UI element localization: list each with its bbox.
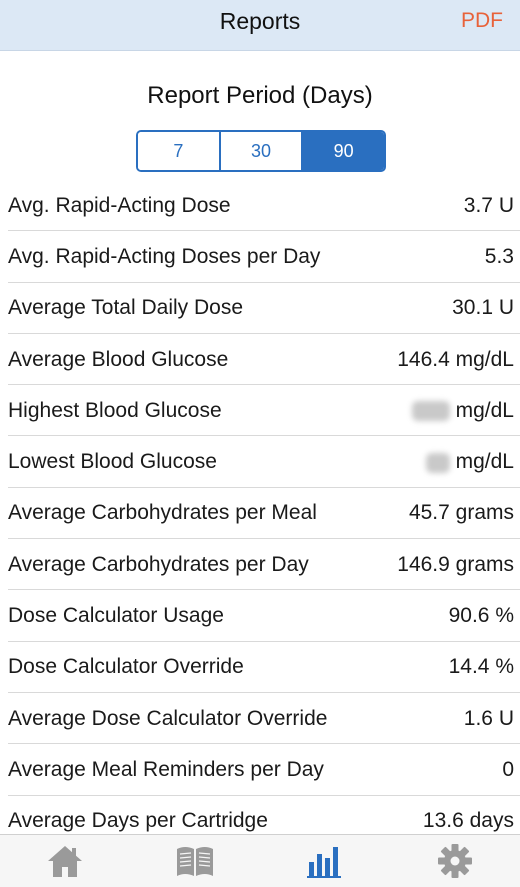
stat-label: Avg. Rapid-Acting Dose (8, 193, 231, 217)
stat-value: 146.9 grams (397, 552, 514, 576)
stat-row: Average Dose Calculator Override 1.6 U (0, 693, 520, 745)
tab-settings[interactable] (425, 839, 485, 883)
stat-row: Average Meal Reminders per Day 0 (0, 744, 520, 796)
stat-value: 13.6 days (422, 809, 514, 833)
period-option-30[interactable]: 30 (218, 132, 302, 170)
reports-icon (307, 847, 341, 878)
stat-row: Dose Calculator Usage 90.6 % (0, 590, 520, 642)
stat-value-group: mg/dL (411, 398, 514, 423)
stat-value-group: mg/dL (425, 450, 514, 474)
stat-value: 90.6 % (448, 604, 514, 628)
stat-value: 1.6 U (463, 706, 514, 730)
stat-row: Average Blood Glucose 146.4 mg/dL (0, 334, 520, 386)
stat-row: Average Carbohydrates per Day 146.9 gram… (0, 539, 520, 591)
stat-value: 30.1 U (452, 296, 514, 320)
stat-row: Highest Blood Glucose mg/dL (0, 385, 520, 437)
stat-row: Avg. Rapid-Acting Doses per Day 5.3 (0, 231, 520, 283)
logbook-icon (177, 847, 213, 876)
stat-label: Dose Calculator Override (8, 655, 244, 679)
tab-bar (0, 834, 520, 887)
stat-label: Average Carbohydrates per Day (8, 552, 309, 576)
report-period-title: Report Period (Days) (147, 82, 373, 109)
stat-label: Highest Blood Glucose (8, 398, 222, 422)
stat-value: 3.7 U (463, 193, 514, 217)
stat-row: Average Days per Cartridge 13.6 days (0, 796, 520, 847)
stat-value: 146.4 mg/dL (397, 347, 514, 371)
redacted-value (425, 452, 450, 473)
tab-home[interactable] (35, 839, 95, 883)
stat-label: Average Days per Cartridge (8, 809, 268, 833)
stat-label: Average Dose Calculator Override (8, 706, 328, 730)
stat-row: Average Carbohydrates per Meal 45.7 gram… (0, 488, 520, 540)
stat-value: mg/dL (455, 398, 514, 422)
report-stats-list: Avg. Rapid-Acting Dose 3.7 U Avg. Rapid-… (0, 180, 520, 847)
report-period-selector: 7 30 90 (136, 130, 386, 172)
stat-row: Avg. Rapid-Acting Dose 3.7 U (0, 180, 520, 232)
period-option-90[interactable]: 90 (301, 132, 384, 170)
stat-value: 0 (502, 757, 514, 781)
page-title: Reports (219, 8, 301, 34)
redacted-value (411, 401, 450, 422)
stat-label: Average Meal Reminders per Day (8, 757, 324, 781)
stat-row: Dose Calculator Override 14.4 % (0, 642, 520, 694)
pdf-button[interactable]: PDF (461, 9, 503, 32)
nav-bar: Reports PDF (0, 0, 520, 51)
stat-label: Avg. Rapid-Acting Doses per Day (8, 244, 321, 268)
stat-value: 45.7 grams (408, 501, 514, 525)
stat-row: Lowest Blood Glucose mg/dL (0, 436, 520, 489)
stat-label: Lowest Blood Glucose (8, 450, 217, 474)
settings-icon (438, 844, 472, 878)
stat-label: Average Carbohydrates per Meal (8, 501, 317, 525)
stat-label: Average Blood Glucose (8, 347, 229, 371)
stat-label: Dose Calculator Usage (8, 604, 224, 628)
home-icon (48, 846, 82, 877)
stat-label: Average Total Daily Dose (8, 296, 244, 320)
tab-logbook[interactable] (165, 839, 225, 883)
stat-value: 5.3 (484, 244, 514, 268)
stat-row: Average Total Daily Dose 30.1 U (0, 283, 520, 335)
tab-reports[interactable] (295, 839, 355, 883)
stat-value: mg/dL (455, 450, 514, 474)
stat-value: 14.4 % (448, 655, 514, 679)
period-option-7[interactable]: 7 (138, 132, 219, 170)
